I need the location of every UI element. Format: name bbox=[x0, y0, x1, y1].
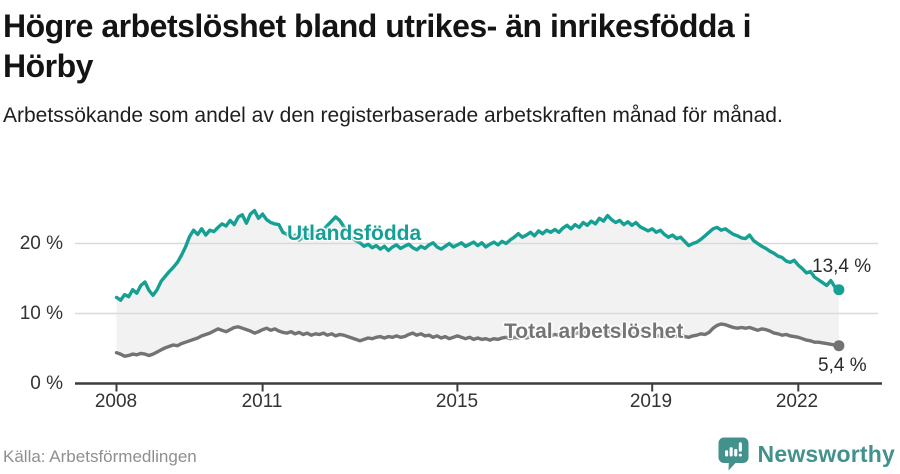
end-value-utlandsfodda: 13,4 % bbox=[812, 256, 872, 277]
series-line-total bbox=[114, 322, 841, 358]
newsworthy-logo: Newsworthy bbox=[718, 437, 895, 471]
end-value-total: 5,4 % bbox=[818, 355, 867, 376]
x-axis-tick-2011: 2011 bbox=[241, 391, 283, 412]
newsworthy-logo-icon bbox=[718, 437, 749, 471]
series-label-total: Total arbetslöshet bbox=[504, 320, 684, 343]
source-attribution: Källa: Arbetsförmedlingen bbox=[3, 447, 197, 466]
newsworthy-logo-text: Newsworthy bbox=[757, 440, 895, 467]
page-subtitle: Arbetssökande som andel av den registerb… bbox=[3, 104, 783, 127]
end-dot-utlandsfodda bbox=[833, 284, 845, 296]
y-axis-tick-20: 20 % bbox=[19, 233, 63, 254]
x-axis-tick-2022: 2022 bbox=[775, 391, 819, 412]
x-axis-tick-2008: 2008 bbox=[94, 391, 138, 412]
x-axis-tick-2019: 2019 bbox=[629, 391, 673, 412]
page-title: Högre arbetslöshet bland utrikes- än inr… bbox=[3, 8, 752, 84]
x-axis-tick-2015: 2015 bbox=[435, 391, 479, 412]
series-line-utlandsfodda bbox=[114, 208, 841, 302]
end-dot-total bbox=[833, 340, 845, 352]
gap-band-fill bbox=[116, 210, 839, 357]
y-axis-tick-10: 10 % bbox=[19, 303, 63, 324]
y-axis-tick-0: 0 % bbox=[30, 373, 63, 394]
series-label-utlandsfodda: Utlandsfödda bbox=[287, 222, 422, 245]
